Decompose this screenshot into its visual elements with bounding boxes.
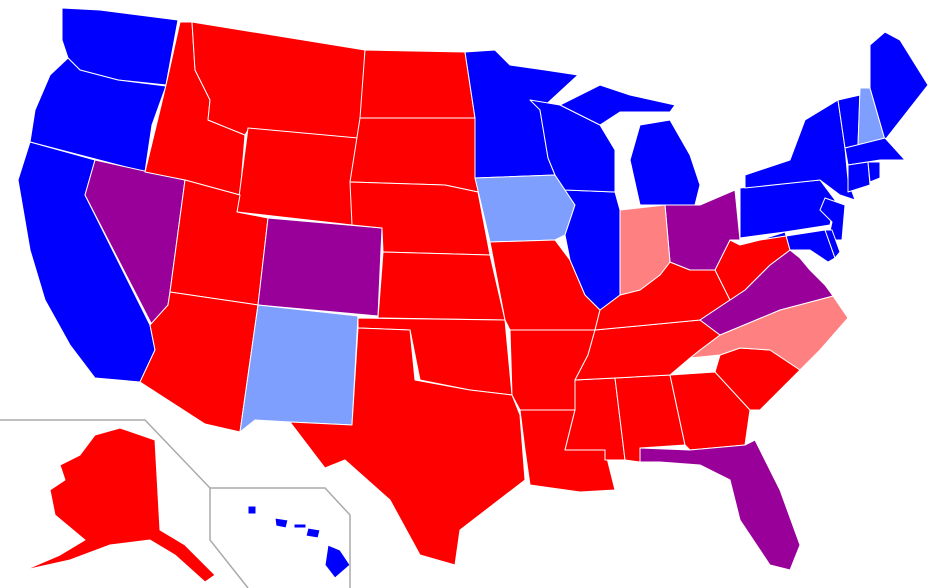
state-il[interactable]: [564, 189, 621, 311]
state-me[interactable]: [869, 31, 929, 141]
state-ct[interactable]: [847, 161, 871, 193]
state-ks[interactable]: [377, 251, 506, 321]
inset-borders: [0, 419, 351, 588]
state-tx[interactable]: [289, 327, 526, 566]
state-sd[interactable]: [349, 117, 479, 193]
state-de[interactable]: [824, 229, 841, 259]
state-ma[interactable]: [844, 137, 906, 166]
state-nm[interactable]: [239, 304, 359, 433]
hawaii-maui[interactable]: [305, 527, 321, 539]
states-layer: [17, 7, 929, 583]
hawaii-big-island[interactable]: [324, 544, 351, 579]
state-hi[interactable]: [247, 505, 351, 579]
state-oh[interactable]: [664, 189, 741, 271]
state-mi-lower[interactable]: [629, 119, 701, 206]
state-ri[interactable]: [867, 161, 881, 183]
state-mt[interactable]: [191, 21, 366, 141]
state-or[interactable]: [29, 57, 167, 173]
hawaii-inset-border: [210, 487, 351, 588]
state-ak[interactable]: [24, 427, 216, 583]
state-nd[interactable]: [359, 49, 476, 119]
state-co[interactable]: [257, 217, 383, 317]
state-ia[interactable]: [474, 174, 576, 243]
state-fl[interactable]: [639, 439, 801, 571]
state-wy[interactable]: [236, 127, 359, 226]
hawaii-kauai[interactable]: [247, 505, 257, 515]
hawaii-molokai[interactable]: [293, 523, 307, 529]
state-mi-upper[interactable]: [559, 84, 676, 126]
hawaii-oahu[interactable]: [274, 517, 289, 529]
